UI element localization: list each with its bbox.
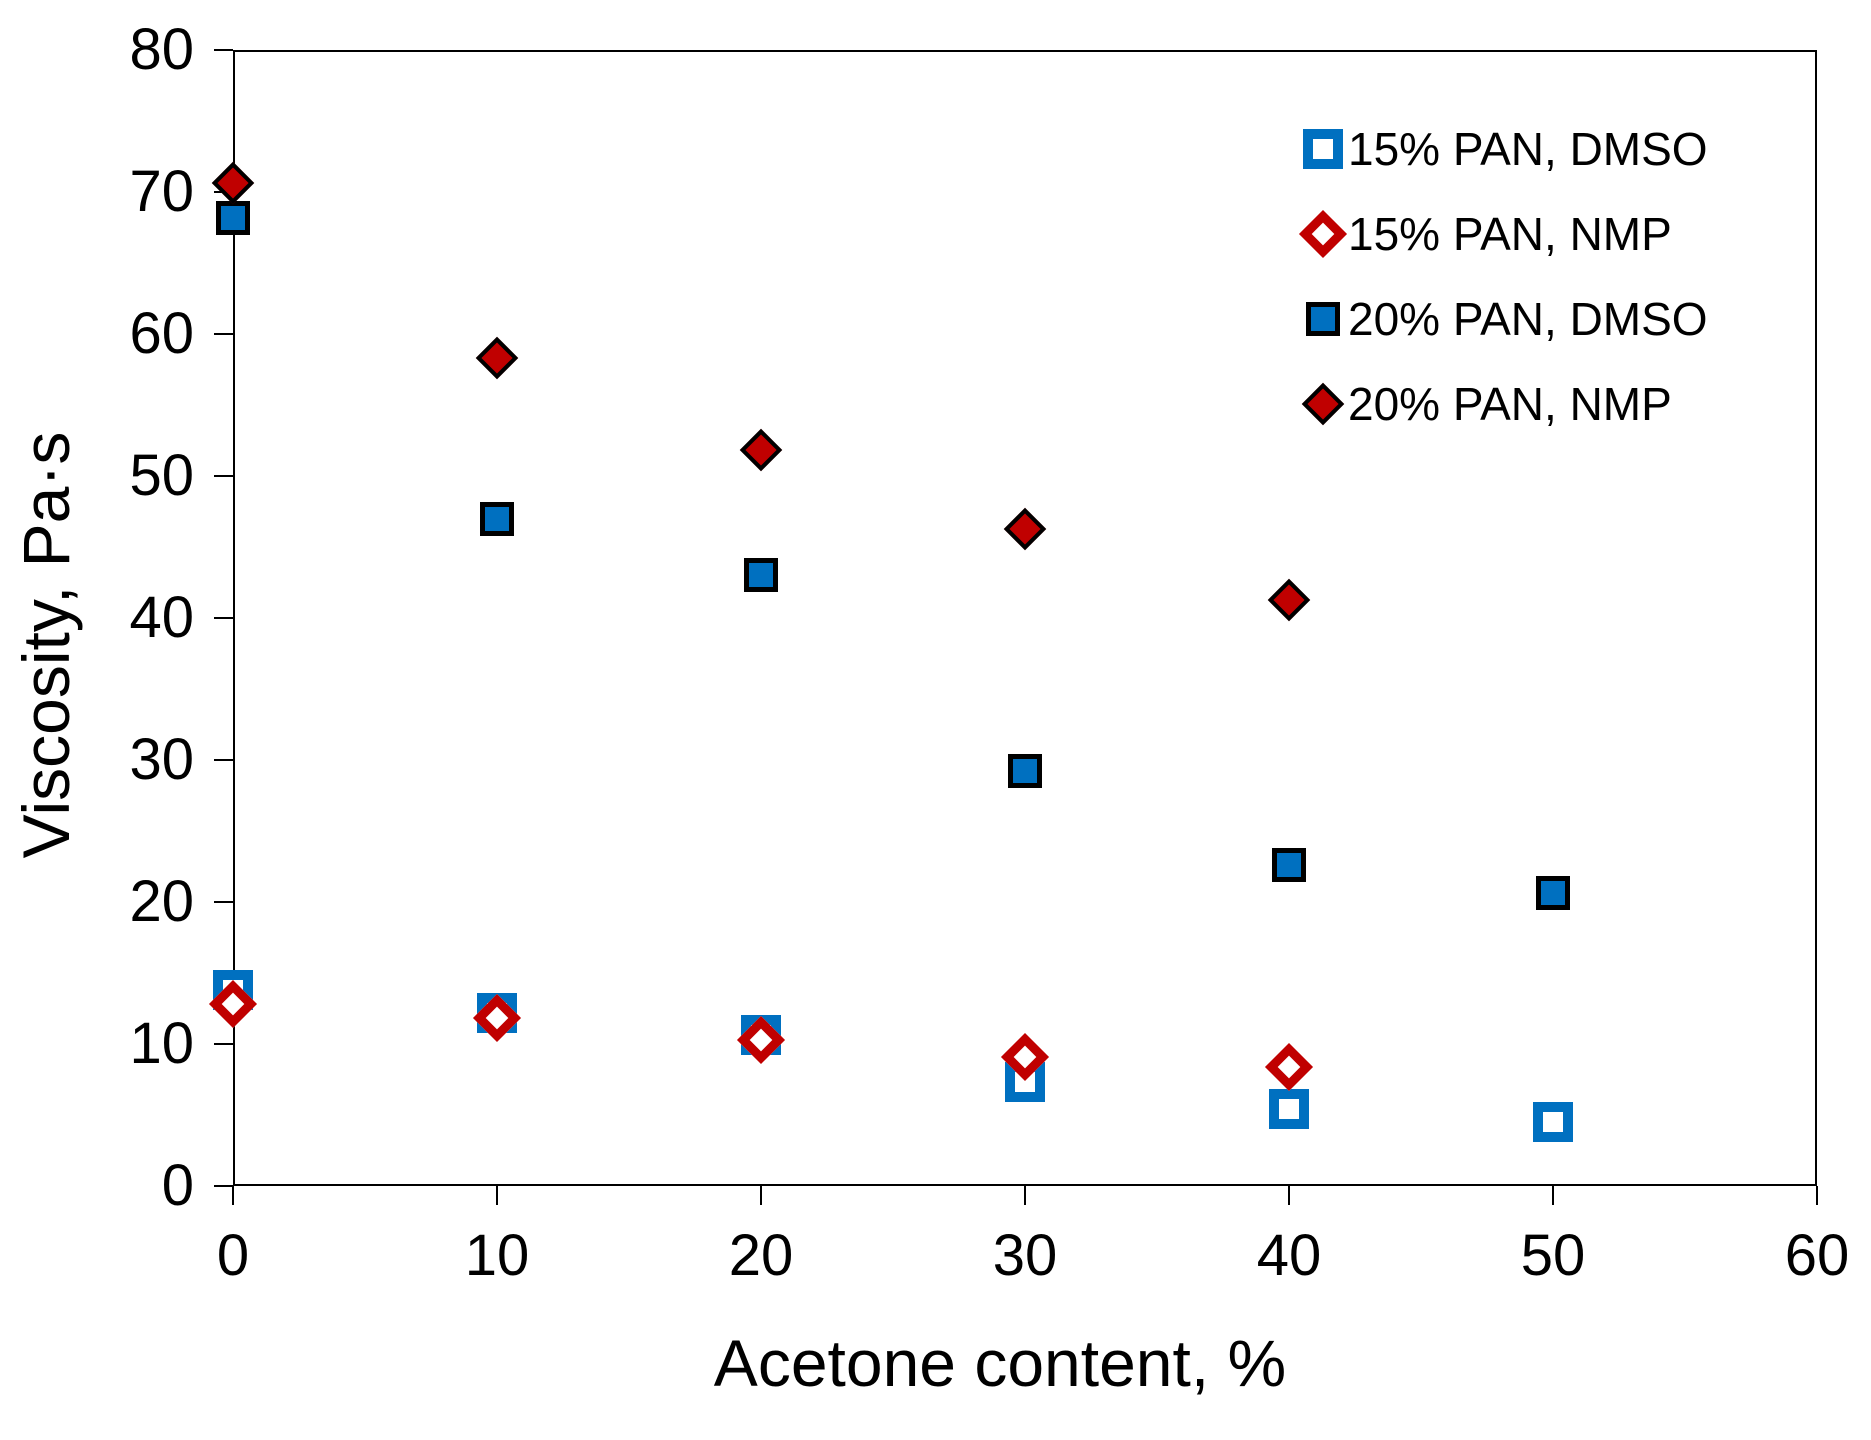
y-tick-label-60: 60 (129, 301, 194, 366)
x-tick-label-60: 60 (1784, 1223, 1850, 1288)
y-tick-0 (214, 1185, 233, 1187)
x-tick-label-40: 40 (1256, 1223, 1322, 1288)
x-tick-10 (496, 1186, 498, 1205)
legend-label-0: 15% PAN, DMSO (1348, 122, 1708, 175)
y-axis-title: Viscosity, Pa·s (9, 431, 83, 859)
data-point-s2-3 (1008, 754, 1042, 789)
x-tick-label-30: 30 (992, 1223, 1058, 1288)
data-point-s2-4 (1272, 848, 1306, 883)
y-tick-20 (214, 901, 233, 903)
y-tick-30 (214, 759, 233, 761)
x-tick-label-50: 50 (1520, 1223, 1586, 1288)
y-tick-label-40: 40 (129, 585, 194, 650)
x-tick-0 (232, 1186, 234, 1205)
y-tick-label-30: 30 (129, 727, 194, 792)
y-tick-label-0: 0 (161, 1153, 194, 1218)
x-tick-label-10: 10 (464, 1223, 530, 1288)
legend-marker-3 (1301, 382, 1345, 425)
x-tick-60 (1816, 1186, 1818, 1205)
y-tick-label-50: 50 (129, 443, 194, 508)
x-tick-label-20: 20 (728, 1223, 794, 1288)
legend-open-square-icon (1298, 124, 1348, 174)
x-tick-30 (1024, 1186, 1026, 1205)
y-tick-label-20: 20 (129, 869, 194, 934)
x-tick-50 (1552, 1186, 1554, 1205)
y-tick-label-80: 80 (129, 17, 194, 82)
legend-label-2: 20% PAN, DMSO (1348, 292, 1708, 345)
y-tick-10 (214, 1043, 233, 1045)
legend-open-diamond-icon (1298, 209, 1348, 259)
y-tick-80 (214, 49, 233, 51)
legend-label-3: 20% PAN, NMP (1348, 377, 1672, 430)
legend-marker-0 (1303, 128, 1343, 169)
legend-item-1: 15% PAN, NMP (1298, 191, 1708, 276)
legend-item-0: 15% PAN, DMSO (1298, 106, 1708, 191)
x-tick-label-0: 0 (216, 1223, 250, 1288)
data-point-s0-4 (1269, 1089, 1309, 1130)
y-tick-50 (214, 475, 233, 477)
data-point-s2-0 (216, 200, 250, 235)
legend-filled-diamond-icon (1298, 379, 1348, 429)
y-tick-label-70: 70 (129, 159, 194, 224)
y-tick-label-10: 10 (129, 1011, 194, 1076)
legend-marker-1 (1298, 209, 1348, 258)
data-point-s0-5 (1533, 1102, 1573, 1143)
legend-label-1: 15% PAN, NMP (1348, 207, 1672, 260)
data-point-s2-2 (744, 558, 778, 593)
y-tick-60 (214, 333, 233, 335)
x-tick-40 (1288, 1186, 1290, 1205)
legend-marker-2 (1306, 301, 1340, 336)
legend-filled-square-icon (1298, 294, 1348, 344)
data-point-s2-1 (480, 501, 514, 536)
x-tick-20 (760, 1186, 762, 1205)
x-axis-title: Acetone content, % (713, 1326, 1287, 1400)
legend: 15% PAN, DMSO 15% PAN, NMP 20% PAN, DMSO 20… (1298, 106, 1708, 446)
legend-item-2: 20% PAN, DMSO (1298, 276, 1708, 361)
legend-item-3: 20% PAN, NMP (1298, 361, 1708, 446)
y-tick-40 (214, 617, 233, 619)
data-point-s2-5 (1536, 876, 1570, 911)
